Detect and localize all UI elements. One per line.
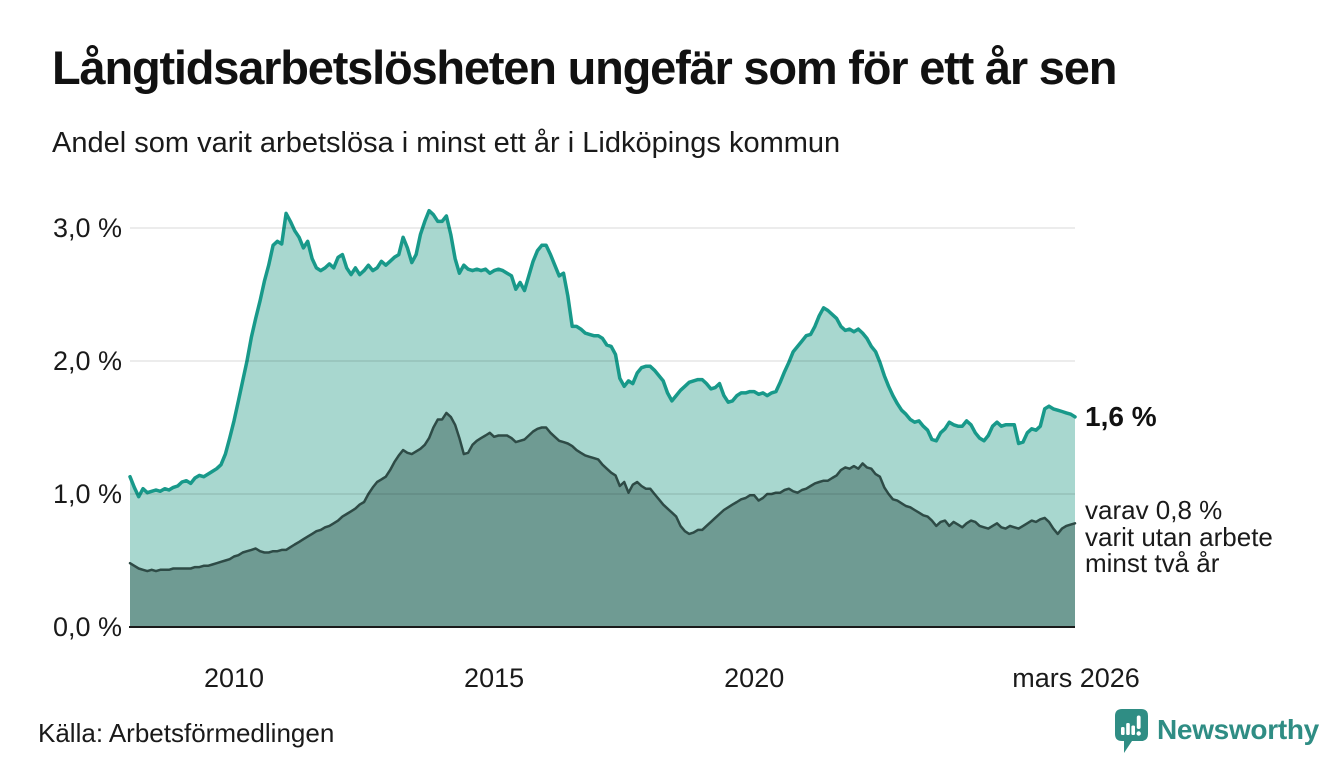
end-detail-line-1: varav 0,8 % [1085, 495, 1222, 525]
chart-subtitle: Andel som varit arbetslösa i minst ett å… [52, 127, 841, 159]
y-tick-label: 2,0 % [53, 346, 122, 376]
newsworthy-wordmark: Newsworthy [1157, 714, 1319, 745]
y-tick-label: 1,0 % [53, 479, 122, 509]
series-line-1 [128, 208, 1077, 499]
x-tick-label: 2015 [464, 663, 524, 693]
end-detail-line-3: minst två år [1085, 548, 1220, 578]
axis-tick-labels: 0,0 % 1,0 % 2,0 % 3,0 % 2010 2015 2020 mars 202… [53, 213, 1140, 693]
series-line-2 [128, 411, 1077, 573]
newsworthy-icon [1115, 709, 1148, 753]
x-tick-label: mars 2026 [1012, 663, 1140, 693]
chart-gridlines [130, 227, 1075, 495]
end-detail-line-2: varit utan arbete [1085, 522, 1273, 552]
x-tick-label: 2010 [204, 663, 264, 693]
y-tick-label: 3,0 % [53, 213, 122, 243]
x-tick-label: 2020 [724, 663, 784, 693]
source-label: Källa: Arbetsförmedlingen [38, 718, 335, 748]
y-tick-label: 0,0 % [53, 612, 122, 642]
chart-series-areas [128, 208, 1077, 627]
end-value-label: 1,6 % [1085, 401, 1157, 432]
newsworthy-logo: Newsworthy [1114, 708, 1319, 755]
series-area-2 [130, 412, 1075, 627]
page-title: Långtidsarbetslösheten ungefär som för e… [52, 41, 1117, 94]
